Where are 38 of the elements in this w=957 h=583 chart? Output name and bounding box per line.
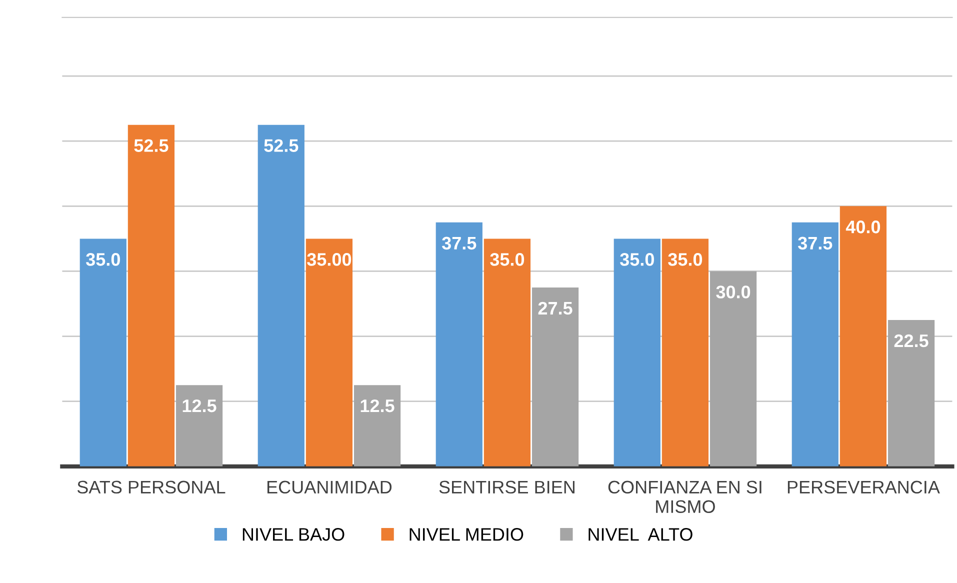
data-label: 52.5 (134, 139, 168, 152)
data-label: 22.5 (894, 334, 928, 348)
bar (888, 320, 935, 466)
x-tick-label: SATS PERSONAL (77, 480, 226, 494)
data-label: 35.0 (490, 253, 524, 266)
data-label: 35.0 (86, 253, 120, 266)
bar (128, 124, 175, 466)
data-label: 35.00 (307, 253, 352, 266)
legend-label: NIVEL BAJO (242, 528, 344, 541)
x-tick-label: ECUANIMIDAD (267, 480, 392, 494)
data-label: 30.0 (716, 286, 750, 298)
data-label: 12.5 (182, 399, 216, 412)
data-label: 35.0 (668, 253, 702, 266)
bar (710, 271, 757, 466)
data-label: 37.5 (442, 236, 476, 250)
legend-label: NIVEL MEDIO (410, 528, 524, 541)
bar (840, 206, 887, 466)
data-label: 37.5 (798, 236, 832, 250)
legend-label: NIVEL ALTO (588, 528, 692, 541)
bar (354, 385, 401, 466)
bar (662, 238, 709, 466)
data-label: 27.5 (538, 302, 572, 315)
bar (614, 238, 660, 466)
data-label: 40.0 (846, 220, 880, 234)
data-label: 12.5 (360, 399, 394, 412)
bar (176, 385, 223, 466)
x-tick-label: SENTIRSE BIEN (439, 480, 574, 494)
data-label: 52.5 (264, 139, 298, 152)
bar (792, 222, 838, 466)
x-tick-label: PERSEVERANCIA (788, 480, 940, 494)
x-tick-label: CONFIANZA EN SI MISMO (608, 480, 762, 513)
bar (80, 238, 126, 466)
bar (306, 238, 353, 466)
bar (532, 287, 579, 466)
bar (484, 238, 531, 466)
bar (258, 124, 304, 466)
data-label: 35.0 (620, 253, 654, 266)
bar (436, 222, 482, 466)
